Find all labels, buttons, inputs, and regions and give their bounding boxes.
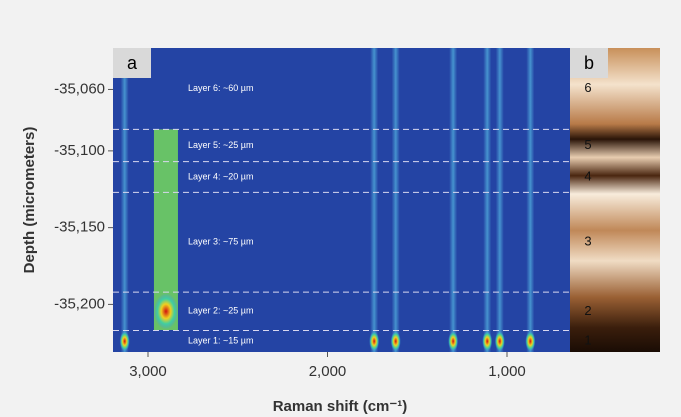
peak-band [526,48,535,352]
layer-label: Layer 6: ~60 µm [188,83,253,93]
peak-band [391,48,400,352]
peak-band [120,48,129,352]
y-tick-label: -35,100 [54,142,105,159]
peak-hotspot [525,331,536,352]
peak-hotspot [369,331,380,352]
panel-label: b [584,53,594,73]
panel-label: a [127,53,138,73]
image-layer-number: 1 [584,333,591,348]
x-tick-label: 2,000 [309,363,347,380]
panel-label-box [113,48,151,78]
peak-band [483,48,492,352]
peak-hotspot [448,331,459,352]
image-layer-number: 2 [584,303,591,318]
layer-label: Layer 1: ~15 µm [188,336,253,346]
peak-hotspot [482,331,493,352]
y-tick-label: -35,150 [54,219,105,236]
y-tick-label: -35,060 [54,80,105,97]
peak-hotspot [119,331,130,352]
layer-label: Layer 4: ~20 µm [188,171,253,181]
peak-hotspot [494,331,505,352]
image-layer-number: 5 [584,137,591,152]
y-axis-title: Depth (micrometers) [21,127,38,274]
y-tick-label: -35,200 [54,295,105,312]
x-tick-label: 1,000 [488,363,526,380]
peak-band [449,48,458,352]
image-layer-number: 3 [584,234,591,249]
layer-label: Layer 2: ~25 µm [188,306,253,316]
layer-label: Layer 3: ~75 µm [188,237,253,247]
micrograph [570,48,660,352]
panel-label-box [570,48,608,78]
image-layer-number: 6 [584,80,591,95]
peak-hotspot [153,293,178,330]
peak-band [370,48,379,352]
peak-band [495,48,504,352]
peak-hotspot [390,331,401,352]
x-axis-title: Raman shift (cm⁻¹) [273,398,408,415]
x-tick-label: 3,000 [129,363,167,380]
image-layer-number: 4 [584,168,591,183]
layer-label: Layer 5: ~25 µm [188,140,253,150]
plot-area [113,48,570,352]
